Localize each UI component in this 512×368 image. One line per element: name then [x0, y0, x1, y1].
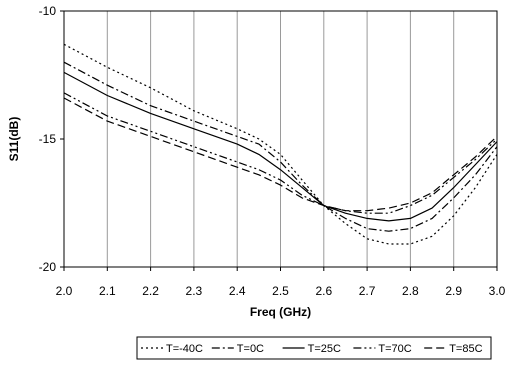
x-tick-label: 2.8 [402, 284, 419, 298]
legend-label: T=25C [308, 343, 341, 355]
x-tick-label: 3.0 [489, 284, 506, 298]
legend-label: T=70C [378, 343, 411, 355]
y-axis-title: S11(dB) [7, 117, 21, 162]
series-line-2 [63, 61, 498, 232]
x-axis-title: Freq (GHz) [250, 305, 311, 319]
vertical-gridlines [106, 11, 455, 267]
y-axis-tick-labels: -10 -15 -20 [39, 4, 64, 274]
legend-label: T=85C [449, 343, 482, 355]
legend-box [136, 336, 492, 360]
x-tick-label: 2.4 [229, 284, 246, 298]
x-tick-label: 2.6 [315, 284, 332, 298]
series-lines [63, 43, 498, 245]
x-tick-label: 2.7 [359, 284, 376, 298]
legend-label: T=-40C [166, 343, 203, 355]
y-tick-label: -20 [39, 260, 57, 274]
legend-label: T=0C [237, 343, 264, 355]
x-tick-label: 2.0 [56, 284, 73, 298]
legend: T=-40C T=0C T=25C T=70C T=85C [136, 336, 492, 360]
x-tick-label: 2.5 [272, 284, 289, 298]
x-tick-label: 2.2 [142, 284, 159, 298]
x-tick-label: 2.1 [99, 284, 116, 298]
series-line-5 [63, 97, 498, 212]
x-axis-tick-labels: 2.0 2.1 2.2 2.3 2.4 2.5 2.6 2.7 2.8 2.9 3.0 [56, 267, 506, 298]
x-tick-label: 2.3 [186, 284, 203, 298]
legend-items: T=-40C T=0C T=25C T=70C T=85C [141, 343, 483, 355]
x-tick-label: 2.9 [445, 284, 462, 298]
y-tick-label: -15 [39, 132, 57, 146]
y-tick-label: -10 [39, 4, 57, 18]
